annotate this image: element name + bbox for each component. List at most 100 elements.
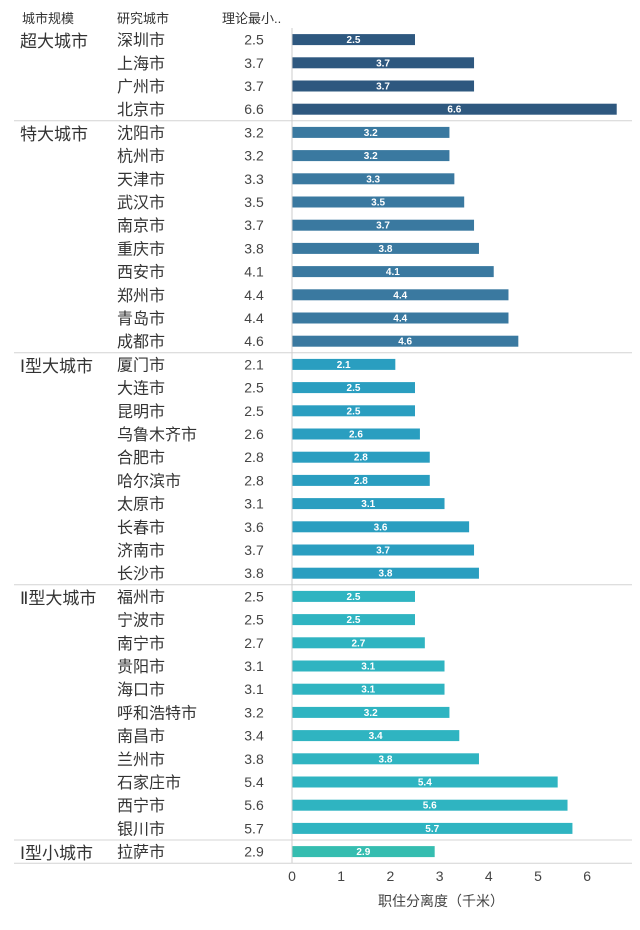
value-label: 5.6: [244, 797, 264, 813]
bar: [292, 498, 445, 510]
value-label: 5.7: [244, 820, 264, 836]
bar-data-label: 3.7: [376, 82, 390, 93]
group-label: Ⅱ型大城市: [20, 589, 96, 608]
bar: [292, 753, 479, 765]
bar: [292, 196, 465, 208]
bar: [292, 57, 475, 69]
header-group: 城市规模: [22, 11, 74, 26]
value-label: 3.1: [244, 681, 264, 697]
bar: [292, 590, 415, 602]
city-label: 济南市: [117, 542, 165, 560]
bar: [292, 614, 415, 626]
value-label: 3.3: [244, 171, 264, 187]
bar-data-label: 2.8: [354, 453, 368, 464]
bar: [292, 846, 435, 858]
value-label: 5.4: [244, 774, 264, 790]
bar-data-label: 3.2: [364, 708, 378, 719]
bar: [292, 266, 494, 278]
city-label: 青岛市: [117, 310, 165, 328]
bar-data-label: 5.4: [418, 778, 432, 789]
bar: [292, 567, 479, 579]
group-label: 特大城市: [20, 125, 88, 144]
value-label: 2.5: [244, 403, 264, 419]
city-label: 广州市: [117, 78, 165, 96]
bar: [292, 242, 479, 254]
bar-data-label: 3.7: [376, 221, 390, 232]
bar-data-label: 2.5: [347, 406, 361, 417]
bar: [292, 219, 475, 231]
header-value: 理论最小..: [222, 11, 281, 26]
city-label: 天津市: [117, 171, 165, 189]
bar: [292, 474, 430, 486]
value-label: 3.8: [244, 751, 264, 767]
bar: [292, 776, 558, 788]
bar: [292, 103, 617, 115]
bar: [292, 34, 415, 46]
bar: [292, 126, 450, 138]
value-label: 2.6: [244, 426, 264, 442]
value-label: 3.5: [244, 194, 264, 210]
bar-data-label: 3.7: [376, 546, 390, 557]
bar: [292, 80, 475, 92]
city-label: 西安市: [117, 264, 165, 282]
bar-data-label: 5.7: [425, 824, 439, 835]
x-tick-label: 4: [485, 868, 493, 884]
group-label: 超大城市: [20, 32, 88, 51]
bar: [292, 660, 445, 672]
city-label: 长沙市: [117, 565, 165, 583]
value-label: 3.7: [244, 78, 264, 94]
city-label: 成都市: [117, 333, 165, 351]
city-label: 大连市: [117, 380, 165, 398]
city-label: 北京市: [117, 101, 165, 119]
city-label: 昆明市: [117, 403, 165, 421]
x-axis-title: 职住分离度（千米）: [378, 893, 504, 909]
value-label: 2.8: [244, 449, 264, 465]
value-label: 2.5: [244, 612, 264, 628]
bar: [292, 706, 450, 718]
bar: [292, 521, 470, 533]
x-axis: 0 1 2 3 4 5 6: [14, 28, 632, 884]
city-label: 长春市: [117, 519, 165, 537]
group-label: Ⅰ型大城市: [20, 357, 93, 376]
bar: [292, 428, 420, 440]
bar: [292, 799, 568, 811]
city-label: 南宁市: [117, 635, 165, 653]
bar: [292, 173, 455, 185]
value-label: 3.1: [244, 496, 264, 512]
bar-data-label: 4.4: [393, 290, 407, 301]
x-tick-label: 0: [288, 868, 296, 884]
city-label: 厦门市: [117, 356, 165, 374]
value-label: 3.8: [244, 565, 264, 581]
city-label: 合肥市: [117, 449, 165, 467]
city-label: 银川市: [117, 820, 165, 838]
bar-data-label: 3.1: [361, 662, 375, 673]
bar-data-label: 3.1: [361, 499, 375, 510]
bar-data-label: 3.4: [369, 731, 383, 742]
value-label: 2.9: [244, 844, 264, 860]
bar: [292, 822, 573, 834]
city-label: 哈尔滨市: [117, 472, 181, 490]
bar-data-label: 2.1: [337, 360, 351, 371]
city-label: 太原市: [117, 496, 165, 514]
value-label: 3.6: [244, 519, 264, 535]
value-label: 2.8: [244, 472, 264, 488]
bar: [292, 451, 430, 463]
bar-data-label: 2.5: [347, 615, 361, 626]
city-label: 贵阳市: [117, 658, 165, 676]
city-label: 深圳市: [117, 32, 165, 50]
value-label: 2.7: [244, 635, 264, 651]
value-label: 3.7: [244, 55, 264, 71]
value-label: 4.4: [244, 287, 264, 303]
city-label: 武汉市: [117, 194, 165, 212]
value-label: 2.1: [244, 356, 264, 372]
group-label: Ⅰ型小城市: [20, 844, 93, 863]
value-label: 3.1: [244, 658, 264, 674]
bar: [292, 335, 519, 347]
bar-data-label: 2.7: [351, 638, 365, 649]
bar-data-label: 4.4: [393, 314, 407, 325]
value-label: 4.4: [244, 310, 264, 326]
bar-data-label: 2.5: [347, 592, 361, 603]
bar-data-label: 3.8: [379, 569, 393, 580]
bar: [292, 150, 450, 162]
value-label: 3.7: [244, 542, 264, 558]
